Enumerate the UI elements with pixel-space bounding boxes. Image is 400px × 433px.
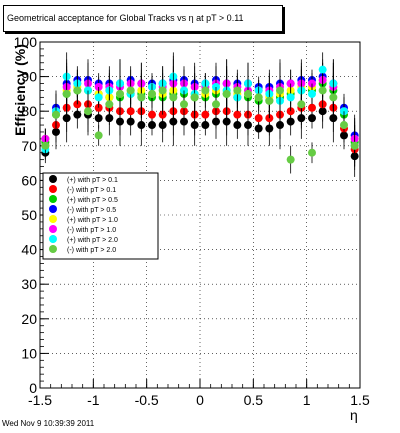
- legend-label: (-) with pT > 0.1: [67, 187, 116, 194]
- data-point: [62, 89, 71, 98]
- legend-marker: [49, 235, 57, 243]
- data-point: [233, 110, 242, 119]
- timestamp: Wed Nov 9 10:39:39 2011: [2, 419, 95, 428]
- legend-label: (+) with pT > 1.0: [67, 217, 118, 224]
- y-tick-label: 70: [21, 138, 37, 154]
- legend-marker: [49, 195, 57, 203]
- data-point: [297, 100, 306, 109]
- legend-label: (+) with pT > 2.0: [67, 237, 118, 244]
- legend-label: (+) with pT > 0.5: [67, 197, 118, 204]
- chart-title: Geometrical acceptance for Global Tracks…: [3, 5, 283, 32]
- legend-label: (-) with pT > 1.0: [67, 227, 116, 234]
- data-point: [126, 107, 135, 116]
- data-point: [244, 89, 252, 98]
- legend-marker: [49, 205, 57, 213]
- legend-box: [42, 172, 159, 260]
- data-point: [41, 141, 50, 150]
- data-point: [265, 96, 274, 105]
- data-point: [286, 155, 295, 164]
- data-point: [350, 141, 359, 150]
- legend-label: (+) with pT > 0.1: [67, 177, 118, 184]
- data-point: [73, 86, 82, 95]
- data-point: [84, 107, 92, 116]
- data-point: [52, 110, 60, 119]
- x-axis-label: η: [350, 407, 358, 423]
- data-point: [148, 121, 156, 130]
- data-point: [340, 121, 348, 130]
- legend-marker: [49, 245, 57, 253]
- data-point: [137, 93, 146, 102]
- data-point: [222, 89, 231, 98]
- data-point: [169, 93, 178, 102]
- x-tick-label: 1: [303, 392, 311, 408]
- y-tick-label: 10: [21, 345, 37, 361]
- x-tick-label: -1.5: [28, 392, 52, 408]
- x-tick-label: 1.5: [350, 392, 370, 408]
- data-point: [318, 86, 327, 95]
- x-tick-label: -0.5: [135, 392, 159, 408]
- data-point: [329, 93, 338, 102]
- data-point: [180, 100, 188, 109]
- data-point: [148, 89, 156, 98]
- y-tick-label: 50: [21, 207, 37, 223]
- data-point: [276, 86, 284, 95]
- x-tick-label: 0: [196, 392, 204, 408]
- legend-label: (-) with pT > 2.0: [67, 247, 116, 254]
- data-point: [308, 103, 316, 112]
- data-point: [308, 148, 316, 157]
- data-point: [148, 110, 156, 119]
- y-tick-label: 40: [21, 242, 37, 258]
- data-point: [126, 86, 135, 95]
- y-tick-label: 30: [21, 276, 37, 292]
- legend-label: (-) with pT > 0.5: [67, 207, 116, 214]
- x-tick-label: 0.5: [244, 392, 264, 408]
- data-point: [201, 86, 210, 95]
- data-point: [94, 131, 103, 140]
- x-tick-label: -1: [87, 392, 100, 408]
- data-point: [254, 93, 263, 102]
- data-point: [190, 93, 199, 102]
- y-tick-label: 90: [21, 69, 37, 85]
- legend-marker: [49, 175, 57, 183]
- data-point: [286, 93, 295, 102]
- data-point: [201, 110, 210, 119]
- data-point: [105, 100, 114, 109]
- legend-marker: [49, 215, 57, 223]
- data-point: [308, 89, 316, 98]
- data-point: [318, 65, 327, 74]
- legend-marker: [49, 225, 57, 233]
- data-point: [116, 89, 124, 98]
- data-point: [201, 121, 210, 130]
- legend-marker: [49, 185, 57, 193]
- data-point: [94, 93, 103, 102]
- y-tick-label: 60: [21, 172, 37, 188]
- y-axis-label: Efficiency (%): [12, 44, 28, 136]
- data-point: [233, 86, 242, 95]
- data-point: [158, 86, 167, 95]
- y-tick-label: 20: [21, 311, 37, 327]
- y-tick-label: 100: [14, 34, 38, 50]
- y-tick-label: 80: [21, 103, 37, 119]
- data-point: [254, 114, 263, 123]
- data-point: [212, 100, 220, 109]
- y-tick-label: 0: [29, 380, 37, 396]
